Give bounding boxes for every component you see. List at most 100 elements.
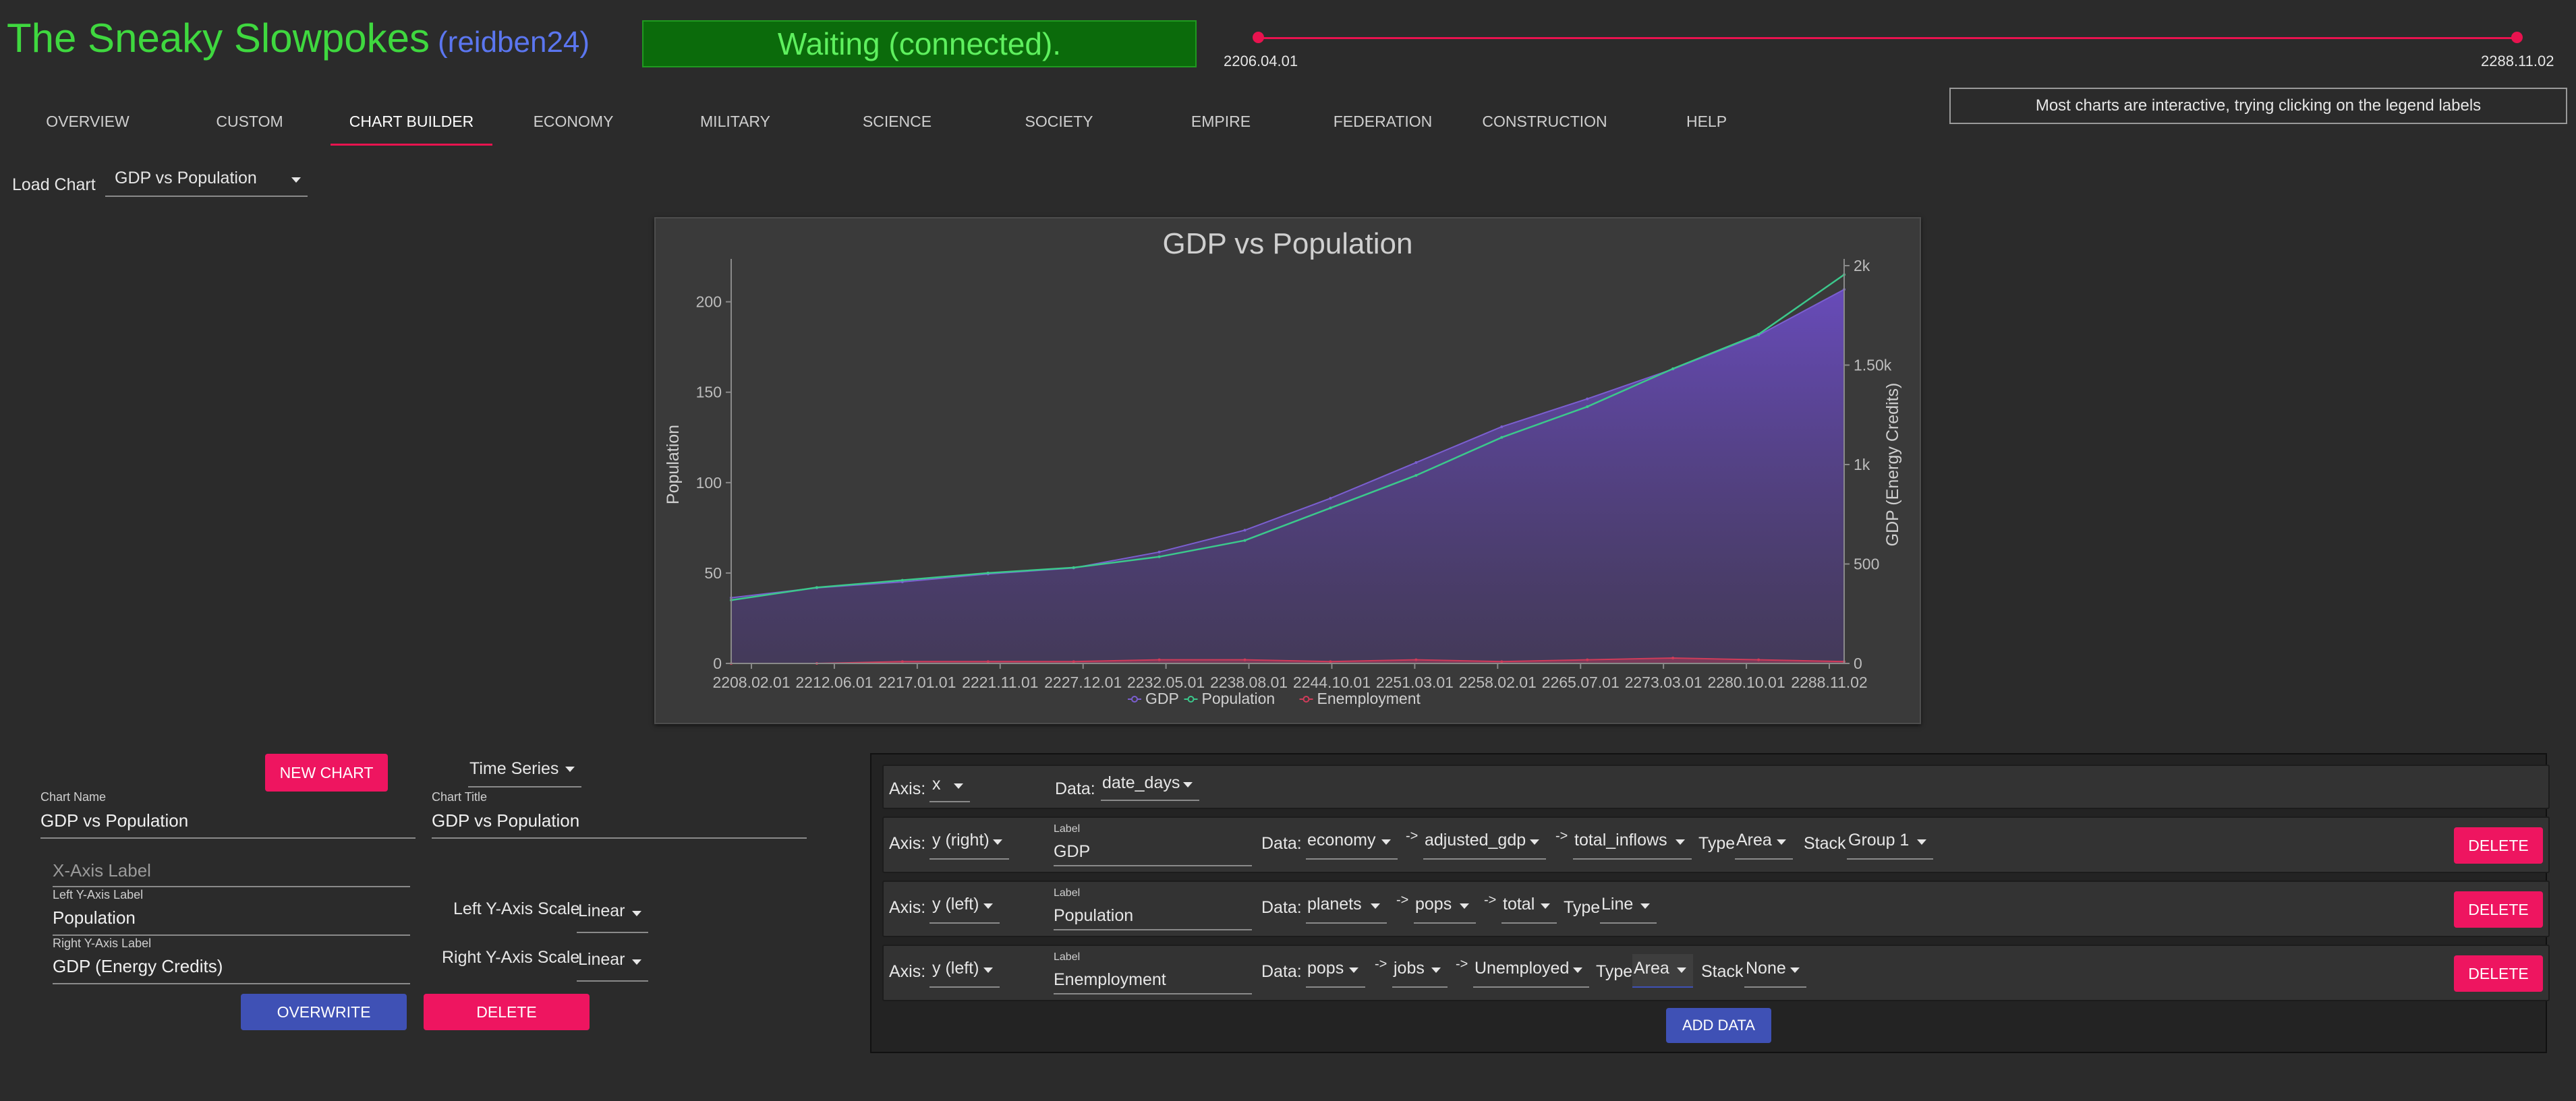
tab-society[interactable]: SOCIETY [1025,113,1093,130]
tab-economy[interactable]: ECONOMY [533,113,614,130]
chart-name-input[interactable]: GDP vs Population [40,810,189,831]
path-arrow: -> [1484,893,1497,907]
chart-title-input[interactable]: GDP vs Population [432,810,580,831]
overwrite-button[interactable]: OVERWRITE [241,994,407,1030]
series-type-value: Area [1736,831,1772,850]
right-y-tick-label: 1.50k [1854,357,1892,374]
chevron-down-icon [954,783,963,789]
series-axis-select[interactable]: y (left) [929,890,1000,924]
series-population-point [1671,367,1675,370]
tab-construction[interactable]: CONSTRUCTION [1482,113,1607,130]
data-path-select-1[interactable]: planets [1306,890,1387,924]
empire-name: The Sneaky Slowpokes [7,16,430,61]
series-type-select[interactable]: Line [1600,890,1657,924]
chevron-down-icon [1640,903,1650,909]
date-range-slider-track[interactable] [1257,37,2517,39]
type-label: Type [1564,898,1601,917]
x-data-value: date_days [1102,773,1180,792]
x-axis-label-input[interactable]: X-Axis Label [53,860,151,881]
data-path-select-2[interactable]: pops [1414,890,1476,924]
right-scale-select[interactable]: Linear [577,944,648,982]
legend-swatch-marker [1131,696,1138,703]
date-range-start-handle[interactable] [1253,32,1264,43]
left-y-axis-input[interactable]: Population [53,907,136,928]
series-population-point [1500,436,1504,439]
left-y-tick-label: 100 [696,474,722,492]
series-label-underline [1054,993,1252,994]
x-tick-label: 2244.10.01 [1293,674,1371,691]
series-axis-select[interactable]: y (left) [929,954,1000,988]
data-path-select-1[interactable]: economy [1306,826,1398,860]
data-path-select-1[interactable]: pops [1306,954,1365,988]
data-path-select-3[interactable]: total [1501,890,1557,924]
gdp-vs-population-chart[interactable]: GDP vs Population 0 50 100 150 200 0 500 1k 1.50… [656,218,1920,723]
axis-label: Axis: [889,898,926,917]
chevron-down-icon [1676,839,1685,845]
series-enemployment-point [1157,658,1161,661]
data-path-select-3[interactable]: Unemployed [1473,954,1589,988]
left-scale-select[interactable]: Linear [577,895,648,933]
tab-overview[interactable]: OVERVIEW [46,113,130,130]
legend-label-enemployment: Enemployment [1317,690,1421,707]
chevron-down-icon [632,959,641,965]
left-y-tick-label: 0 [713,655,722,672]
load-chart-select[interactable]: GDP vs Population [105,165,308,197]
right-y-axis-input[interactable]: GDP (Energy Credits) [53,956,223,976]
legend-item-enemployment[interactable]: Enemployment [1299,690,1421,707]
delete-chart-button[interactable]: DELETE [424,994,590,1030]
tab-federation[interactable]: FEDERATION [1333,113,1433,130]
series-type-select[interactable]: Area [1735,826,1793,860]
series-enemployment-point [1586,658,1589,661]
legend-item-population[interactable]: Population [1184,690,1276,707]
path-arrow: -> [1456,957,1468,972]
data-path-select-3[interactable]: total_inflows [1573,826,1692,860]
type-label: Type [1596,962,1633,981]
path-arrow: -> [1375,957,1387,972]
series-gdp-point [1414,461,1418,465]
legend-item-gdp[interactable]: GDP [1128,690,1179,707]
data-path-select-2[interactable]: jobs [1392,954,1448,988]
tab-chart-builder[interactable]: CHART BUILDER [349,113,474,130]
left-scale-value: Linear [578,901,625,920]
data-path-value: adjusted_gdp [1425,831,1526,850]
x-tick-label: 2258.02.01 [1459,674,1537,691]
data-path-select-2[interactable]: adjusted_gdp [1423,826,1546,860]
series-type-select[interactable]: Area [1632,954,1693,988]
data-label: Data: [1055,779,1095,798]
delete-series-button[interactable]: DELETE [2454,827,2543,864]
tab-empire[interactable]: EMPIRE [1191,113,1251,130]
delete-series-button[interactable]: DELETE [2454,955,2543,992]
tab-science[interactable]: SCIENCE [862,113,932,130]
chevron-down-icon [1349,968,1358,973]
series-label-caption: Label [1054,951,1081,963]
x-data-select[interactable]: date_days [1101,770,1199,801]
x-tick-label: 2238.08.01 [1210,674,1288,691]
chevron-down-icon [1381,839,1391,845]
series-label-input[interactable]: Population [1054,906,1134,925]
chart-type-select[interactable]: Time Series [468,752,581,787]
axis-label: Axis: [889,834,926,853]
date-range-end-handle[interactable] [2511,32,2523,43]
left-y-axis-field-label: Left Y-Axis Label [53,888,144,901]
x-tick-label: 2217.01.01 [878,674,956,691]
series-stack-select[interactable]: None [1744,954,1806,988]
series-stack-select[interactable]: Group 1 [1847,826,1933,860]
left-y-tick-label: 150 [696,384,722,401]
tab-help[interactable]: HELP [1686,113,1727,130]
series-enemployment-line [731,657,1845,664]
series-label-input[interactable]: GDP [1054,842,1091,861]
delete-series-button[interactable]: DELETE [2454,891,2543,928]
tab-military[interactable]: MILITARY [700,113,770,130]
data-label: Data: [1261,962,1302,981]
new-chart-button[interactable]: NEW CHART [265,754,388,792]
series-label-input[interactable]: Enemployment [1054,970,1166,989]
path-arrow: -> [1406,829,1419,843]
tab-custom[interactable]: CUSTOM [216,113,283,130]
add-data-button[interactable]: ADD DATA [1666,1008,1771,1043]
series-axis-select[interactable]: y (right) [929,826,1009,860]
legend-swatch-marker [1187,696,1195,703]
data-label: Data: [1261,834,1302,853]
data-path-value: pops [1307,959,1344,978]
x-axis-select[interactable]: x [929,771,970,802]
left-y-tick-label: 200 [696,293,722,311]
